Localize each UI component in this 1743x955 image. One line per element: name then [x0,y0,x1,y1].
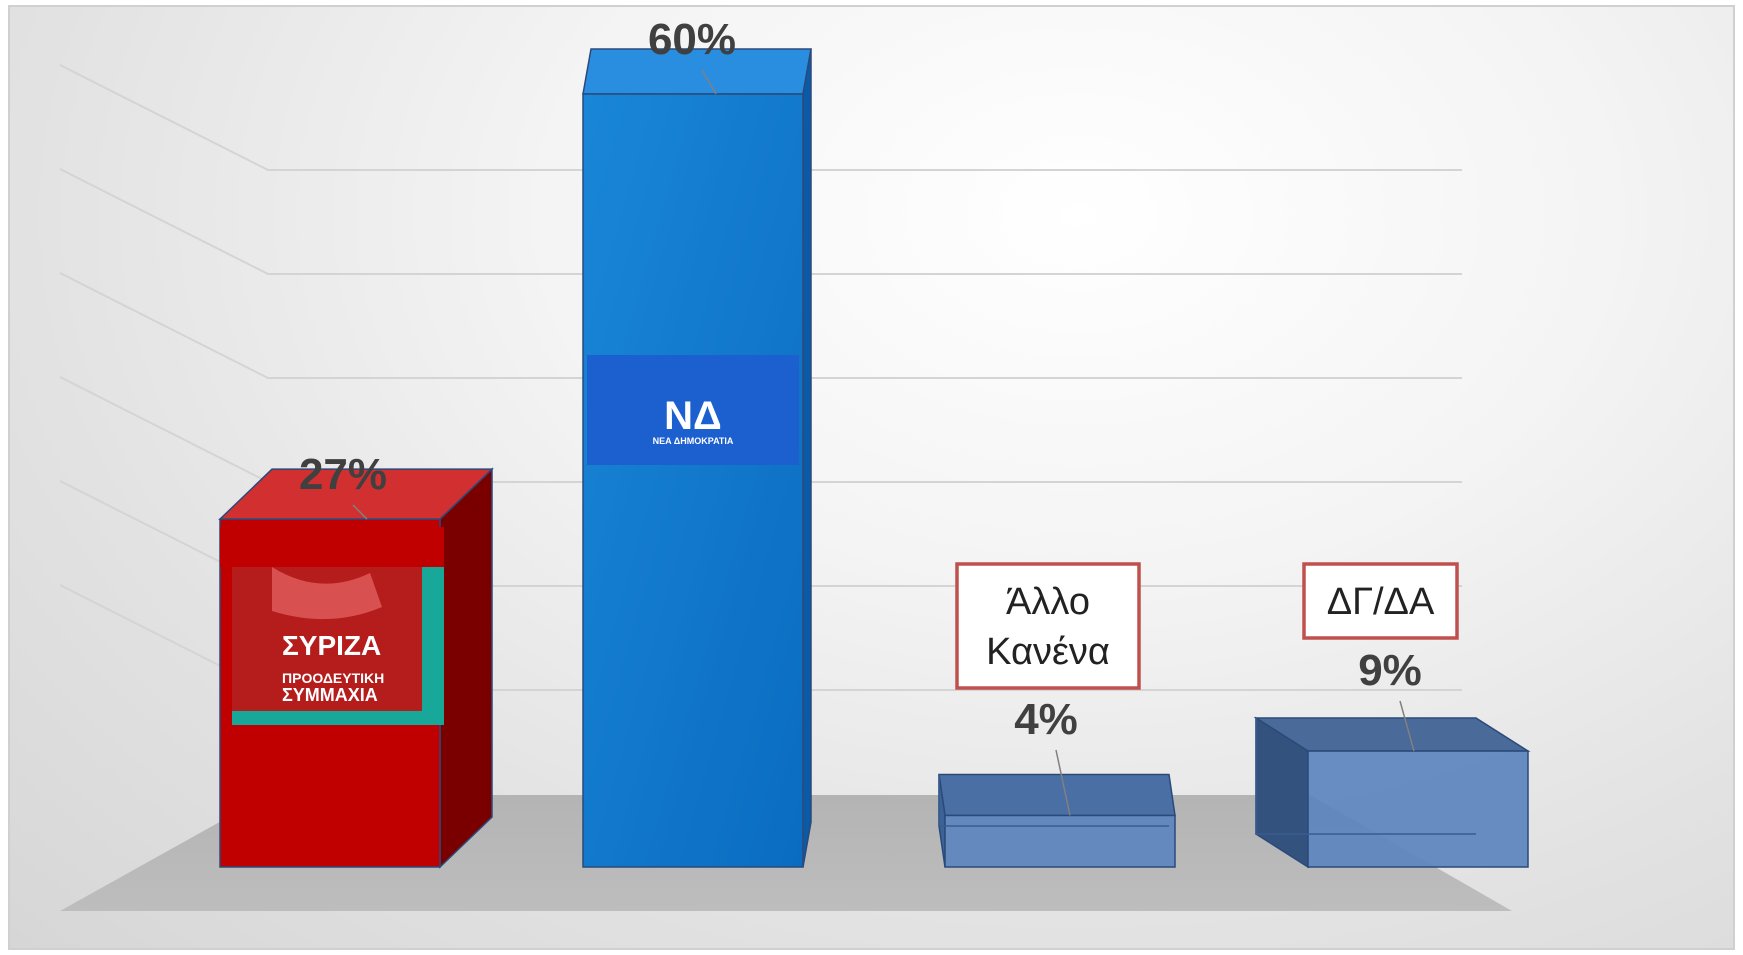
value-label: 27% [299,450,387,499]
bar-side-face [439,467,493,869]
syriza-logo-name: ΣΥΡΙΖΑ [282,630,381,661]
bar-front-face [582,93,804,868]
bar-hidden-edge [938,774,1169,827]
syriza-logo-line2: ΣΥΜΜΑΧΙΑ [282,685,378,705]
bar-hidden-edge [1255,718,1476,835]
bar-front-face [944,814,1176,868]
gridline [59,168,1462,275]
category-box-border [1302,562,1459,640]
bar-2 [582,48,812,868]
labels-layer: 27% 60% 4% 9% Άλλο Κανένα ΔΓ/ΔΑ [299,15,1459,816]
category-box-line: Κανένα [986,631,1110,673]
value-label: 4% [1014,695,1078,744]
category-box: Άλλο Κανένα [955,562,1141,690]
category-box: ΔΓ/ΔΑ [1302,562,1459,640]
category-box-line: Άλλο [1006,581,1090,623]
category-box-line: ΔΓ/ΔΑ [1327,581,1435,623]
bar-front-face [1307,750,1529,868]
logo-top-band [220,527,444,567]
nd-logo-mark: ΝΔ [664,394,722,438]
value-leader-line [1055,749,1071,816]
syriza-logo-line1: ΠΡΟΟΔΕΥΤΙΚΗ [282,670,384,686]
bar-4 [1253,716,1531,869]
value-label: 9% [1358,646,1422,695]
value-leader-line [1399,700,1415,752]
chart-frame: ΣΥΡΙΖΑ ΠΡΟΟΔΕΥΤΙΚΗ ΣΥΜΜΑΧΙΑ ΝΔ ΝΕΑ ΔΗΜΟΚΡΑΤΙ… [8,5,1735,950]
bar-top-face [938,773,1176,817]
nd-logo-bg [587,355,799,465]
gridline [59,64,1462,171]
gridline [59,272,1462,379]
bar-3 [938,773,1176,868]
value-label: 60% [648,15,736,64]
nd-logo-subtitle: ΝΕΑ ΔΗΜΟΚΡΑΤΙΑ [653,436,734,446]
category-box-border [955,562,1141,690]
flag-shape [272,567,382,620]
value-leader-line [701,69,717,95]
value-leader-line [352,504,368,520]
bar-side-face [802,48,812,868]
